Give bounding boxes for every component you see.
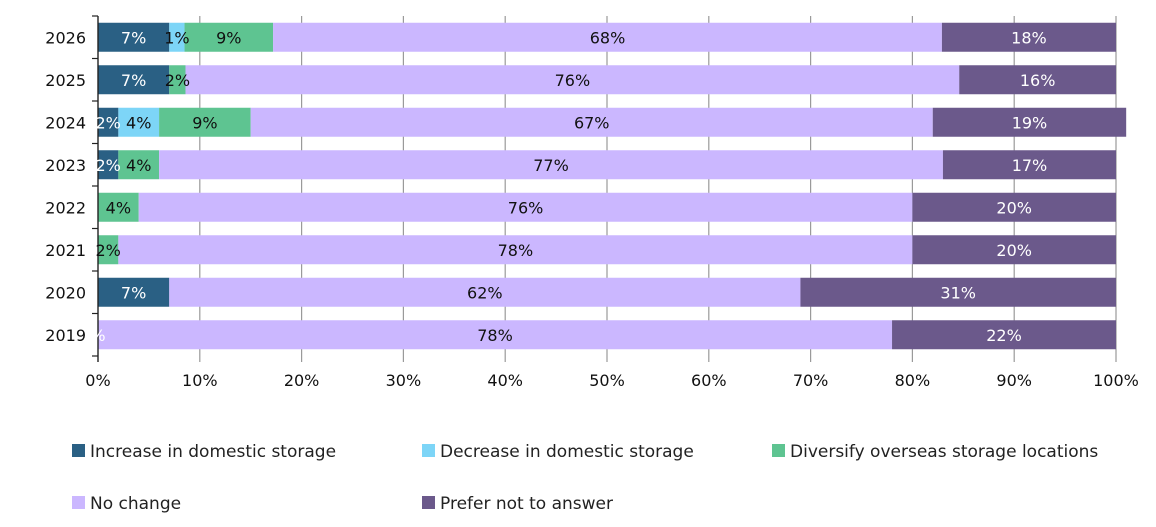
legend-label: Decrease in domestic storage [440, 442, 694, 462]
bar-segment [118, 107, 160, 137]
bar-segment [98, 192, 139, 222]
data-label: 2% [95, 241, 120, 260]
data-label: 9% [192, 113, 217, 132]
data-label: 68% [590, 28, 626, 47]
x-tick-label: 40% [487, 371, 523, 390]
bar-segment [159, 150, 943, 180]
x-tick-label: 30% [386, 371, 422, 390]
bar-segment [98, 22, 170, 52]
data-label: 2% [165, 71, 190, 90]
bar-segment [932, 107, 1127, 137]
y-tick-label: 2021 [45, 241, 86, 260]
x-tick-label: 90% [996, 371, 1032, 390]
y-tick-label: 2026 [45, 28, 86, 47]
legend-label: Increase in domestic storage [90, 442, 336, 462]
bar-segment [98, 235, 119, 265]
bar-segment [118, 235, 913, 265]
data-label: 19% [1012, 113, 1048, 132]
y-tick-label: 2025 [45, 71, 86, 90]
data-label: 2% [95, 156, 120, 175]
bar-segment [912, 192, 1116, 222]
data-label: 76% [508, 198, 544, 217]
y-tick-label: 2024 [45, 113, 86, 132]
data-label: 1% [164, 28, 189, 47]
bar-segment [941, 22, 1116, 52]
data-label: 4% [106, 198, 131, 217]
bar-segment [185, 65, 960, 95]
data-label: 78% [477, 326, 513, 345]
bar-segment [912, 235, 1116, 265]
legend: Increase in domestic storage Decrease in … [72, 442, 1098, 514]
data-labels: 7% 1% 9% 68% 18% 7% 2% 76% 16% 2% 4% 9% 67% 19% 2% 4% 77… [90, 28, 1055, 345]
data-label: 7% [121, 71, 146, 90]
legend-label: Prefer not to answer [440, 494, 613, 514]
x-tick-label: 70% [793, 371, 829, 390]
data-label: 20% [996, 241, 1032, 260]
y-tick-label: 2022 [45, 198, 86, 217]
legend-swatch [772, 444, 785, 457]
data-label: 67% [574, 113, 610, 132]
bar-segment [184, 22, 274, 52]
data-label: 78% [498, 241, 534, 260]
data-label: % [90, 326, 105, 345]
data-label: 22% [986, 326, 1022, 345]
data-label: 2% [95, 113, 120, 132]
data-label: 18% [1011, 28, 1047, 47]
legend-label: No change [90, 494, 181, 514]
data-label: 20% [996, 198, 1032, 217]
bar-segment [138, 192, 913, 222]
bar-segment [98, 277, 170, 307]
bar-segment [959, 65, 1116, 95]
bar-segment [169, 65, 186, 95]
legend-swatch [422, 444, 435, 457]
bar-segment [942, 150, 1116, 180]
x-tick-label: 80% [895, 371, 931, 390]
bar-segment [250, 107, 933, 137]
y-tick-label: 2023 [45, 156, 86, 175]
data-label: 31% [940, 283, 976, 302]
bar-segment [800, 277, 1116, 307]
axes: 0% 10% 20% 30% 40% 50% 60% 70% 80% 90% 100% 2026 202… [45, 15, 1139, 390]
bar-segment [169, 22, 185, 52]
bar-segment [98, 65, 170, 95]
x-tick-label: 0% [85, 371, 110, 390]
data-label: 7% [121, 283, 146, 302]
bar-segment [98, 150, 119, 180]
data-label: 77% [533, 156, 569, 175]
data-label: 4% [126, 156, 151, 175]
legend-label: Diversify overseas storage locations [790, 442, 1098, 462]
bar-segment [273, 22, 942, 52]
y-tick-label: 2020 [45, 283, 86, 302]
bar-segment [98, 107, 119, 137]
y-tick-label: 2019 [45, 326, 86, 345]
data-label: 4% [126, 113, 151, 132]
data-label: 9% [216, 28, 241, 47]
bar-segments [98, 22, 1127, 350]
x-tick-label: 60% [691, 371, 727, 390]
legend-swatch [72, 444, 85, 457]
data-label: 62% [467, 283, 503, 302]
bar-segment [118, 150, 160, 180]
data-label: 7% [121, 28, 146, 47]
x-tick-label: 10% [182, 371, 218, 390]
bar-segment [98, 320, 893, 350]
bar-segment [892, 320, 1116, 350]
x-tick-label: 50% [589, 371, 625, 390]
data-label: 16% [1020, 71, 1056, 90]
data-label: 76% [555, 71, 591, 90]
x-tick-label: 100% [1093, 371, 1139, 390]
bar-segment [169, 277, 801, 307]
bar-segment [159, 107, 251, 137]
x-tick-label: 20% [284, 371, 320, 390]
data-label: 17% [1012, 156, 1048, 175]
legend-swatch [72, 496, 85, 509]
legend-swatch [422, 496, 435, 509]
